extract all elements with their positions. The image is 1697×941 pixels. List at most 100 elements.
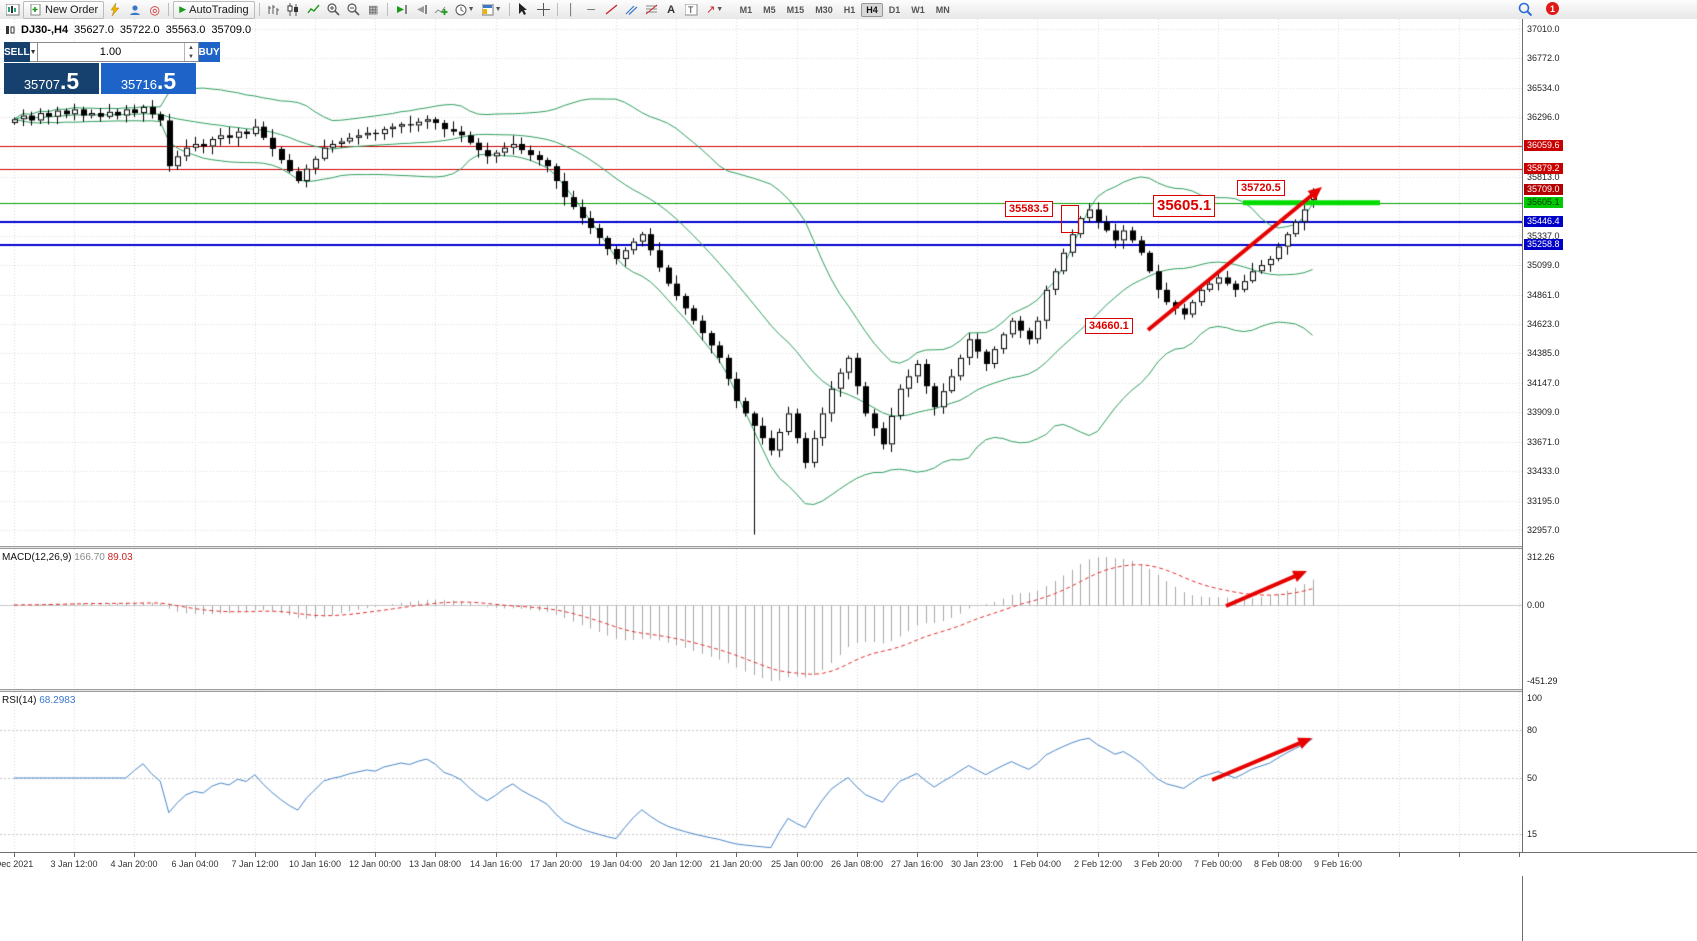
buy-button[interactable]: BUY [198, 42, 220, 62]
price-scale[interactable]: 37010.0 36772.0 36534.0 36296.0 35813.0 35337… [1522, 19, 1697, 941]
time-axis[interactable]: Dec 2021 3 Jan 12:00 4 Jan 20:00 6 Jan 04:0… [0, 852, 1697, 876]
time-tick [1278, 853, 1279, 857]
toolbar-separator [386, 3, 388, 16]
sell-button[interactable]: SELL [4, 42, 30, 62]
time-axis-label: 17 Jan 20:00 [529, 859, 583, 869]
time-tick [315, 853, 316, 857]
axis-label: 34385.0 [1527, 348, 1560, 358]
template-icon[interactable]: ▼ [479, 2, 505, 18]
price-annotation[interactable]: 34660.1 [1085, 318, 1133, 335]
time-tick [134, 853, 135, 857]
candlestick-icon[interactable] [284, 2, 303, 18]
measurement-box[interactable] [1061, 205, 1079, 233]
timeframe-h1[interactable]: H1 [843, 4, 856, 15]
cursor-icon[interactable] [514, 2, 533, 18]
vertical-line-icon[interactable]: │ [567, 3, 575, 16]
axis-label: 33909.0 [1527, 407, 1560, 417]
axis-label: 36296.0 [1527, 112, 1560, 122]
time-axis-label: 12 Jan 00:00 [348, 859, 402, 869]
price-chart-canvas[interactable] [0, 19, 1522, 546]
timeframe-bar: M1 M5 M15 M30 H1 H4 D1 W1 MN [735, 2, 955, 17]
price-annotation[interactable]: 35720.5 [1237, 180, 1285, 197]
bullseye-icon[interactable]: ◎ [149, 2, 160, 17]
volume-input[interactable] [37, 43, 184, 61]
label-tool-icon[interactable]: T [682, 2, 701, 18]
time-axis-label: 14 Jan 16:00 [469, 859, 523, 869]
time-axis-label: 4 Jan 20:00 [110, 859, 158, 869]
time-axis-label: 9 Feb 16:00 [1313, 859, 1363, 869]
crosshair-icon[interactable] [534, 2, 553, 18]
timeframe-m5[interactable]: M5 [763, 4, 776, 15]
time-tick [496, 853, 497, 857]
time-axis-label: 7 Jan 12:00 [231, 859, 279, 869]
time-axis-label: 20 Jan 12:00 [649, 859, 703, 869]
timeframe-m30[interactable]: M30 [815, 4, 833, 15]
axis-label: 33671.0 [1527, 437, 1560, 447]
timeframe-h4[interactable]: H4 [861, 2, 883, 17]
lightning-icon[interactable] [105, 2, 124, 18]
autotrading-label: AutoTrading [189, 3, 249, 16]
axis-label: 33195.0 [1527, 496, 1560, 506]
fibonacci-icon[interactable] [642, 2, 661, 18]
timeframe-mn[interactable]: MN [935, 4, 950, 15]
rsi-indicator-canvas[interactable] [0, 692, 1522, 852]
low-value: 35563.0 [165, 24, 206, 36]
time-tick [1338, 853, 1339, 857]
volume-dropdown[interactable]: ▼ [29, 42, 38, 62]
autotrading-button[interactable]: ▶ AutoTrading [173, 0, 255, 19]
axis-label: 15 [1527, 829, 1538, 839]
macd-indicator-canvas[interactable] [0, 549, 1522, 689]
panel-separator[interactable] [0, 689, 1697, 692]
time-tick [1519, 853, 1520, 857]
text-tool-icon[interactable]: A [667, 3, 676, 16]
time-tick [676, 853, 677, 857]
price-annotation[interactable]: 35605.1 [1153, 195, 1216, 217]
tile-windows-icon[interactable]: ▦ [367, 4, 379, 16]
chart-window-icon[interactable] [3, 2, 22, 18]
time-axis-label: 3 Feb 20:00 [1133, 859, 1183, 869]
time-tick [14, 853, 15, 857]
profile-icon[interactable] [125, 2, 144, 18]
line-chart-icon[interactable] [304, 2, 323, 18]
axis-label: -451.29 [1527, 676, 1558, 686]
axis-label: 34861.0 [1527, 290, 1560, 300]
time-axis-label: 25 Jan 00:00 [770, 859, 824, 869]
timeframe-w1[interactable]: W1 [911, 4, 925, 15]
price-axis-boxed-label: 35879.2 [1524, 163, 1563, 174]
time-tick [1098, 853, 1099, 857]
zoom-in-icon[interactable] [324, 2, 343, 18]
arrows-tool-icon[interactable]: ↗ ▼ [706, 4, 724, 16]
zoom-out-icon[interactable] [344, 2, 363, 18]
search-icon[interactable] [1515, 1, 1534, 17]
play-icon: ▶ [179, 4, 187, 14]
new-order-button[interactable]: New Order [23, 0, 105, 19]
axis-label: 35337.0 [1527, 231, 1560, 241]
timeframe-m15[interactable]: M15 [786, 4, 805, 15]
time-tick [1399, 853, 1400, 857]
notification-badge[interactable]: 1 [1546, 2, 1559, 15]
time-tick [195, 853, 196, 857]
chart-shift-icon[interactable] [412, 2, 431, 18]
trendline-icon[interactable] [602, 2, 621, 18]
indicators-icon[interactable] [432, 2, 451, 18]
axis-label: 50 [1527, 773, 1538, 783]
sell-price-main: 35707 [23, 77, 60, 92]
auto-scroll-icon[interactable] [392, 2, 411, 18]
sell-price[interactable]: 35707.5 [4, 63, 99, 94]
new-order-icon [29, 2, 42, 18]
svg-text:T: T [688, 5, 694, 15]
volume-stepper[interactable]: ▲ ▼ [183, 43, 198, 61]
toolbar-separator [508, 3, 510, 16]
buy-price[interactable]: 35716.5 [101, 63, 196, 94]
time-axis-label: 2 Feb 12:00 [1073, 859, 1123, 869]
timeframe-d1[interactable]: D1 [888, 4, 901, 15]
bar-chart-icon[interactable] [264, 2, 283, 18]
price-annotation[interactable]: 35583.5 [1005, 201, 1053, 218]
channel-icon[interactable] [622, 2, 641, 18]
periods-icon[interactable]: ▼ [452, 2, 478, 18]
axis-label: 35099.0 [1527, 260, 1560, 270]
timeframe-m1[interactable]: M1 [739, 4, 753, 15]
horizontal-line-icon[interactable]: ─ [587, 3, 596, 16]
panel-separator[interactable] [0, 546, 1697, 549]
